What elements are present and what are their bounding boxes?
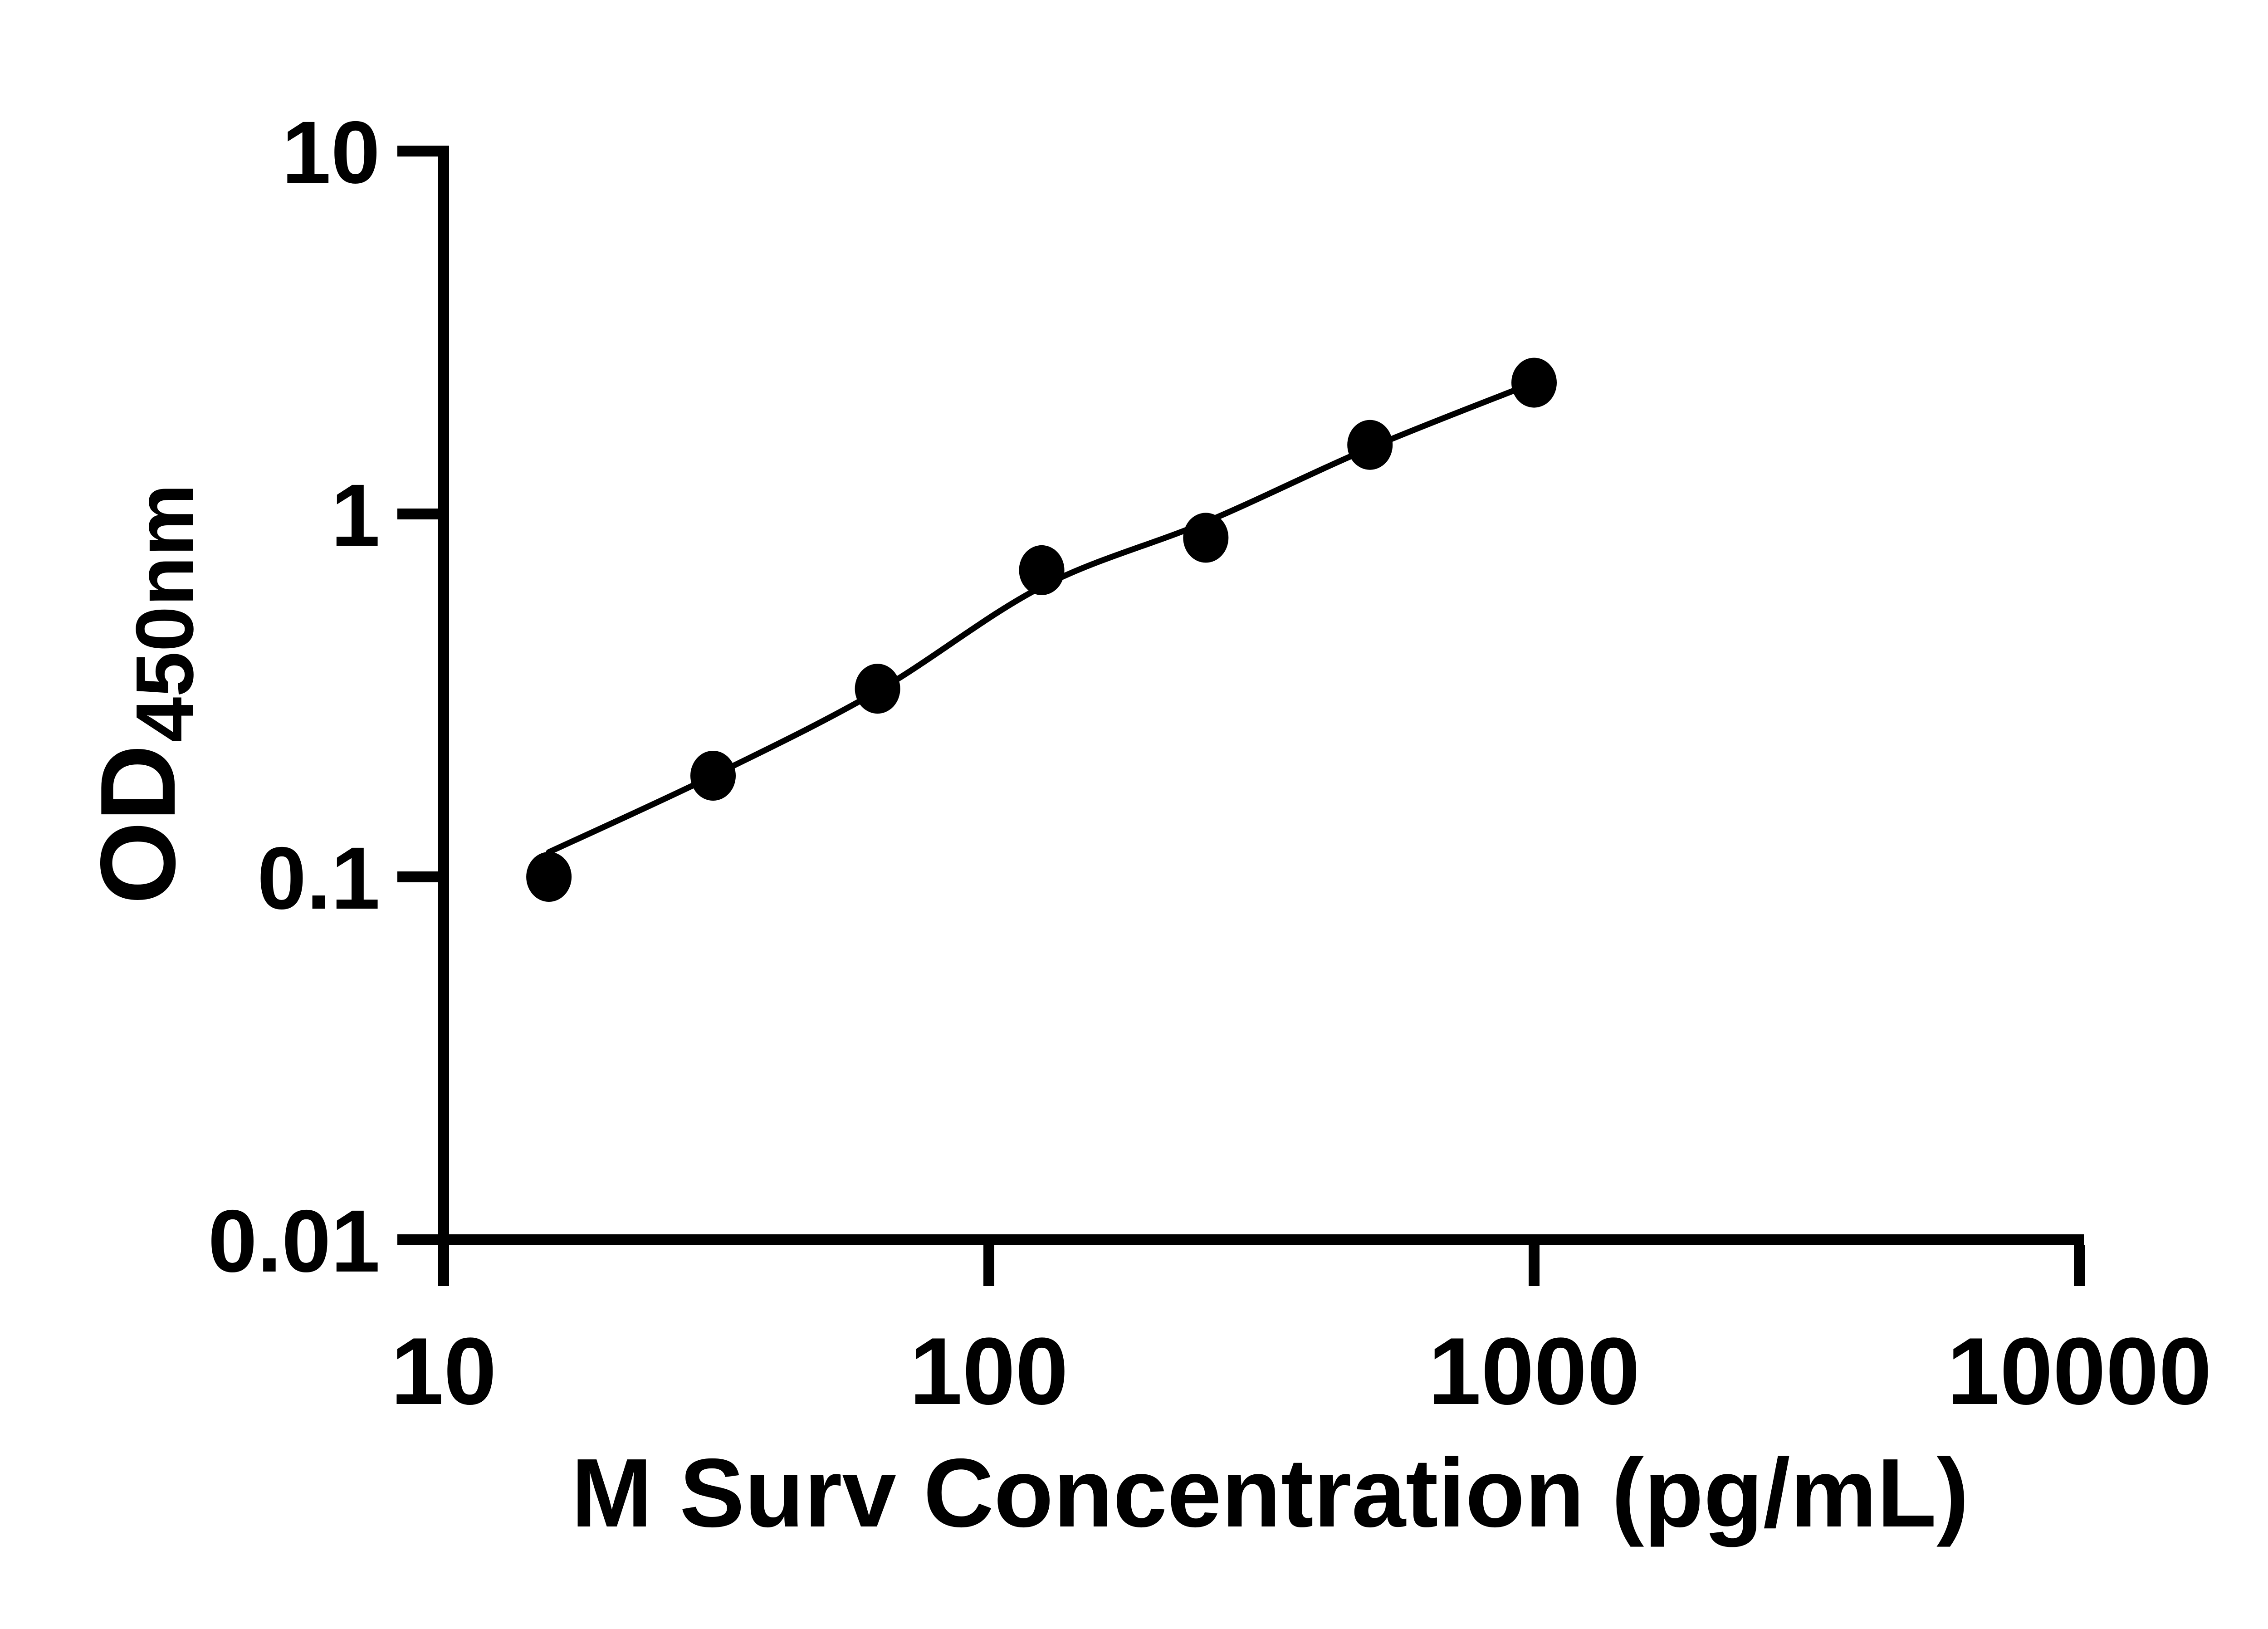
y-tick-label: 0.01 bbox=[208, 1192, 380, 1291]
y-axis-line bbox=[438, 146, 449, 1245]
x-axis-title: M Surv Concentration (pg/mL) bbox=[571, 1438, 1969, 1547]
x-tick-label: 10000 bbox=[1947, 1318, 2212, 1424]
x-tick-mark bbox=[1529, 1245, 1540, 1286]
x-axis-line bbox=[438, 1234, 2084, 1245]
axes-layer bbox=[438, 146, 2084, 1245]
x-tick-label: 1000 bbox=[1428, 1318, 1640, 1424]
y-axis-title-main: OD bbox=[78, 744, 197, 905]
data-point bbox=[855, 664, 900, 714]
tick-layer bbox=[397, 146, 2085, 1286]
x-tick-mark bbox=[2074, 1245, 2085, 1286]
data-point bbox=[690, 751, 736, 801]
data-point bbox=[1019, 545, 1065, 595]
y-tick-label: 0.1 bbox=[257, 829, 380, 928]
y-tick-mark bbox=[397, 871, 438, 882]
data-point bbox=[1511, 357, 1557, 408]
y-tick-mark bbox=[397, 509, 438, 519]
data-point bbox=[1347, 420, 1393, 470]
y-tick-label: 1 bbox=[331, 466, 380, 565]
point-layer bbox=[526, 357, 1557, 902]
y-axis-title: OD 450nm bbox=[78, 484, 210, 904]
y-axis-title-subscript: 450nm bbox=[119, 484, 210, 742]
y-tick-label: 10 bbox=[282, 103, 380, 202]
x-tick-label: 10 bbox=[391, 1318, 497, 1424]
x-tick-mark bbox=[438, 1245, 449, 1286]
x-tick-label: 100 bbox=[909, 1318, 1068, 1424]
y-tick-mark bbox=[397, 146, 438, 157]
data-point bbox=[526, 852, 572, 902]
y-tick-mark bbox=[397, 1234, 438, 1245]
x-tick-mark bbox=[983, 1245, 994, 1286]
data-point bbox=[1183, 513, 1229, 563]
